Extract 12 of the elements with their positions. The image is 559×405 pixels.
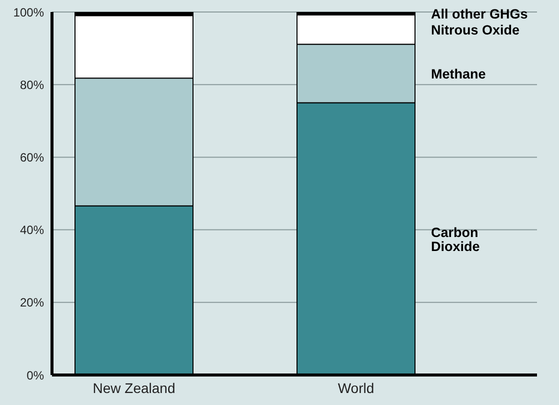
series-label: Methane <box>431 66 486 82</box>
series-label: Carbon Dioxide <box>431 224 480 254</box>
series-label: All other GHGs <box>431 6 528 21</box>
series-label: Nitrous Oxide <box>431 22 520 38</box>
y-tick-label: 80% <box>20 78 44 92</box>
y-tick-label: 40% <box>20 223 44 238</box>
y-tick-label: 100% <box>13 5 44 20</box>
x-tick-label: World <box>338 380 374 396</box>
y-tick-label: 60% <box>20 150 44 164</box>
x-tick-label: New Zealand <box>92 380 176 396</box>
y-tick-label: 20% <box>20 296 44 310</box>
y-tick-label: 0% <box>26 368 44 382</box>
